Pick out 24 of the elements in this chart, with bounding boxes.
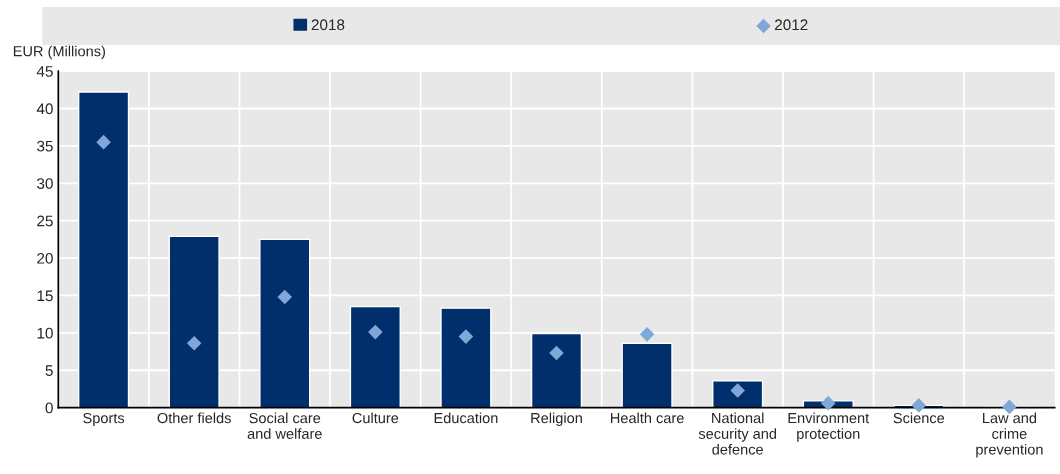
x-tick-label: Health care [610,412,684,424]
x-tick-label: National security and defence [698,412,777,455]
legend-label: 2018 [311,19,345,31]
y-tick-label: 35 [37,140,53,152]
x-tick-label: Culture [352,412,399,424]
x-tick-label: Science [893,412,945,424]
y-tick-label: 25 [37,215,53,227]
y-tick-label: 20 [37,252,53,264]
x-tick-label: Religion [531,412,582,427]
y-tick-label: 10 [37,327,53,339]
y-axis-title: EUR (Millions) [13,45,105,60]
y-tick-label: 5 [45,365,53,376]
legend-label: 2012 [775,19,808,31]
x-tick-label: Social care and welfare [247,412,322,439]
y-tick-label: 40 [36,103,53,115]
y-tick-label: 30 [37,178,53,189]
y-tick-label: 15 [37,290,53,302]
x-tick-label: Law and crime prevention [976,412,1043,458]
y-tick-label: 0 [45,402,53,414]
y-tick-label: 45 [36,66,53,77]
x-tick-label: Sports [83,412,125,427]
x-tick-label: Environment protection [788,412,870,442]
x-tick-label: Other fields [157,412,231,424]
x-tick-label: Education [434,412,498,424]
